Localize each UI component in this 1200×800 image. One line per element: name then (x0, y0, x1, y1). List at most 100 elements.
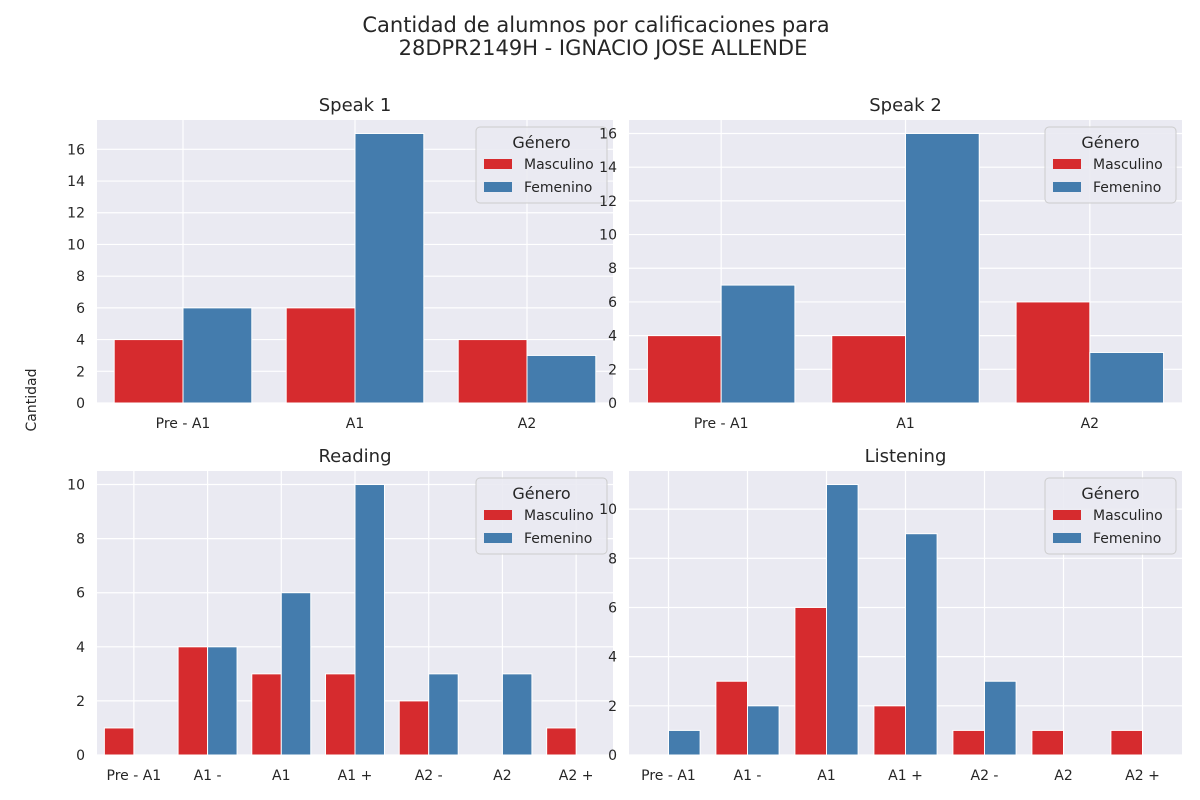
y-tick-label: 8 (76, 269, 85, 285)
legend-swatch-masculino (484, 159, 512, 169)
legend-label-masculino: Masculino (1093, 508, 1163, 524)
legend-swatch-femenino (484, 533, 512, 543)
subplot-4: 0 2 4 6 8 10 Pre - A1 A1 - A1 A1 + A2 - A2 A2 + Liste… (599, 446, 1182, 784)
x-tick-label: A2 + (559, 768, 594, 784)
x-tick-label: Pre - A1 (156, 416, 211, 432)
bar-masculino (177, 646, 209, 756)
x-tick-label: A2 (1054, 768, 1072, 784)
bar-masculino (103, 727, 135, 756)
subplot-2: 0 2 4 6 8 10 12 14 16 Pre - A1 A1 A2 Speak 2 Género Ma… (599, 95, 1182, 432)
legend: Género Masculino Femenino (475, 477, 608, 555)
y-tick-label: 0 (76, 748, 85, 764)
x-tick-label: A1 - (734, 768, 762, 784)
y-tick-label: 10 (67, 478, 85, 494)
x-tick-label: A2 - (971, 768, 999, 784)
x-tick-label: A2 + (1125, 768, 1160, 784)
legend-swatch-masculino (484, 510, 512, 520)
y-tick-label: 4 (76, 333, 85, 349)
y-tick-label: 16 (67, 142, 85, 158)
y-tick-label: 0 (76, 396, 85, 412)
legend-title: Género (1081, 133, 1139, 152)
x-tick-label: A2 - (415, 768, 443, 784)
y-tick-label: 6 (76, 301, 85, 317)
bar-femenino (207, 646, 238, 756)
legend-title: Género (512, 484, 570, 503)
legend-label-masculino: Masculino (524, 508, 594, 524)
legend-swatch-femenino (1053, 533, 1081, 543)
y-tick-label: 16 (599, 126, 617, 142)
figure-title-line-1: Cantidad de alumnos por calificaciones p… (362, 13, 829, 37)
y-tick-label: 2 (608, 699, 617, 715)
legend-label-femenino: Femenino (524, 180, 592, 196)
legend-title: Género (512, 133, 570, 152)
y-tick-label: 12 (599, 194, 617, 210)
bar-masculino (1015, 301, 1091, 404)
bar-masculino (251, 673, 282, 756)
bar-femenino (826, 484, 859, 756)
bar-masculino (715, 680, 749, 756)
legend-swatch-femenino (1053, 182, 1081, 192)
bar-femenino (182, 307, 253, 404)
x-tick-label: Pre - A1 (107, 768, 162, 784)
bar-femenino (668, 729, 701, 756)
bar-femenino (526, 354, 597, 404)
bar-femenino (747, 705, 780, 756)
x-tick-label: A1 (896, 416, 914, 432)
y-axis-label: Cantidad (24, 369, 40, 432)
x-tick-label: A1 - (194, 768, 222, 784)
bar-femenino (354, 484, 385, 756)
bar-masculino (831, 335, 906, 404)
bar-masculino (1031, 729, 1065, 756)
bar-femenino (905, 533, 938, 756)
x-tick-label: A1 (817, 768, 835, 784)
bar-femenino (354, 132, 425, 404)
x-tick-label: A1 (346, 416, 364, 432)
bar-masculino (873, 705, 907, 756)
subplot-1: 0 2 4 6 8 10 12 14 16 Pre - A1 A1 A2 Speak 1 Género Ma… (67, 95, 613, 432)
bar-femenino (984, 680, 1017, 756)
y-tick-label: 4 (608, 650, 617, 666)
bar-masculino (325, 673, 356, 756)
y-tick-label: 8 (76, 532, 85, 548)
legend-label-masculino: Masculino (524, 157, 594, 173)
y-tick-label: 10 (599, 502, 617, 518)
x-tick-label: A2 (493, 768, 511, 784)
legend-label-femenino: Femenino (1093, 180, 1161, 196)
bar-masculino (398, 700, 430, 756)
y-tick-label: 8 (608, 551, 617, 567)
y-tick-label: 10 (599, 228, 617, 244)
y-tick-label: 0 (608, 396, 617, 412)
x-tick-label: A2 (1081, 416, 1099, 432)
legend-label-femenino: Femenino (524, 531, 592, 547)
x-tick-label: Pre - A1 (641, 768, 696, 784)
y-tick-label: 14 (599, 160, 617, 176)
figure-title-line-2: 28DPR2149H - IGNACIO JOSE ALLENDE (399, 36, 808, 60)
y-tick-label: 2 (608, 362, 617, 378)
bar-masculino (794, 606, 828, 756)
bar-femenino (1089, 351, 1165, 404)
legend-swatch-masculino (1053, 159, 1081, 169)
bar-femenino (720, 284, 796, 404)
y-tick-label: 6 (608, 295, 617, 311)
bar-masculino (952, 729, 986, 756)
bar-femenino (905, 132, 980, 404)
x-tick-label: A1 + (338, 768, 373, 784)
y-tick-label: 10 (67, 237, 85, 253)
legend-swatch-femenino (484, 182, 512, 192)
bar-masculino (285, 307, 356, 404)
y-tick-label: 8 (608, 261, 617, 277)
bar-masculino (1110, 729, 1144, 756)
bar-femenino (428, 673, 459, 756)
subplot-title: Speak 2 (869, 95, 942, 116)
y-tick-label: 2 (76, 694, 85, 710)
x-tick-label: A2 (518, 416, 536, 432)
x-tick-label: A1 + (888, 768, 923, 784)
y-tick-label: 4 (608, 329, 617, 345)
x-tick-label: Pre - A1 (694, 416, 749, 432)
bar-femenino (501, 673, 533, 756)
y-tick-label: 12 (67, 206, 85, 222)
bar-masculino (113, 339, 184, 404)
subplot-3: 0 2 4 6 8 10 Pre - A1 A1 - A1 A1 + A2 - A2 A2 + Readi… (67, 446, 613, 784)
x-tick-label: A1 (272, 768, 290, 784)
subplot-title: Reading (318, 446, 391, 467)
